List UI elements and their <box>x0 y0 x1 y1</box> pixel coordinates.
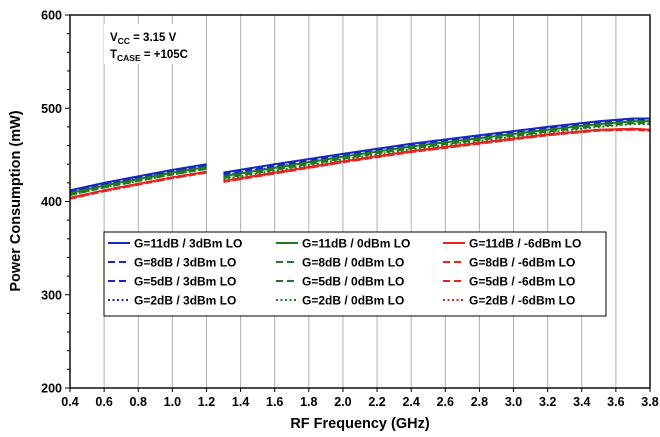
y-axis-title: Power Consumption (mW) <box>8 110 24 291</box>
annotation-vcc: VCC = 3.15 V <box>110 32 177 46</box>
y-tick-label: 400 <box>41 195 62 209</box>
x-tick-label: 3.2 <box>539 395 556 409</box>
legend-label: G=8dB / -6dBm LO <box>469 256 575 270</box>
legend-label: G=2dB / -6dBm LO <box>469 294 575 308</box>
legend: G=11dB / 3dBm LO G=11dB / 0dBm LO G=11dB /… <box>103 231 607 317</box>
x-tick-label: 2.4 <box>402 395 419 409</box>
y-tick-label: 500 <box>41 102 62 116</box>
y-tick-label: 300 <box>41 288 62 302</box>
x-tick-label: 2.2 <box>368 395 385 409</box>
x-tick-label: 0.4 <box>61 395 78 409</box>
legend-label: G=5dB / 0dBm LO <box>302 275 404 289</box>
conditions-annotation: VCC = 3.15 V TCASE = +105C <box>104 24 196 64</box>
x-tick-label: 1.0 <box>164 395 181 409</box>
x-tick-label: 1.2 <box>198 395 215 409</box>
legend-label: G=11dB / 3dBm LO <box>134 237 242 251</box>
legend-label: G=11dB / 0dBm LO <box>302 237 410 251</box>
x-tick-label: 3.0 <box>505 395 522 409</box>
x-tick-label: 3.8 <box>641 395 658 409</box>
grid-lines <box>103 15 617 388</box>
axis-ticks <box>65 14 651 392</box>
legend-label: G=2dB / 3dBm LO <box>134 294 236 308</box>
x-tick-label: 2.6 <box>437 395 454 409</box>
plot-background <box>70 15 650 388</box>
x-tick-label: 0.8 <box>130 395 147 409</box>
y-tick-labels: 200 300 400 500 600 <box>41 9 62 396</box>
x-tick-label: 3.6 <box>607 395 624 409</box>
x-axis-title: RF Frequency (GHz) <box>290 416 430 432</box>
x-tick-label: 1.8 <box>300 395 317 409</box>
x-tick-label: 2.0 <box>334 395 351 409</box>
annotation-box <box>104 24 196 64</box>
series-line <box>69 171 207 200</box>
legend-label: G=11dB / -6dBm LO <box>469 237 581 251</box>
series-layer <box>69 117 651 200</box>
y-tick-label: 600 <box>41 9 62 23</box>
legend-box <box>103 231 607 317</box>
y-tick-label: 200 <box>41 382 62 396</box>
series-line <box>223 123 650 181</box>
x-tick-label: 2.8 <box>471 395 488 409</box>
series-line <box>223 128 651 183</box>
legend-label: G=2dB / 0dBm LO <box>302 294 404 308</box>
legend-label: G=8dB / 0dBm LO <box>302 256 404 270</box>
x-tick-label: 1.6 <box>266 395 283 409</box>
x-tick-label: 1.4 <box>232 395 249 409</box>
x-tick-label: 3.4 <box>573 395 590 409</box>
series-line <box>69 167 207 196</box>
legend-label: G=8dB / 3dBm LO <box>134 256 236 270</box>
legend-label: G=5dB / -6dBm LO <box>469 275 575 289</box>
x-tick-label: 0.6 <box>95 395 112 409</box>
annotation-tcase: TCASE = +105C <box>110 49 188 63</box>
legend-label: G=5dB / 3dBm LO <box>134 275 236 289</box>
x-tick-labels: 0.4 0.6 0.8 1.0 1.2 1.4 1.6 1.8 2.0 2.2 2.4 2.6 2.8 3… <box>61 395 658 409</box>
